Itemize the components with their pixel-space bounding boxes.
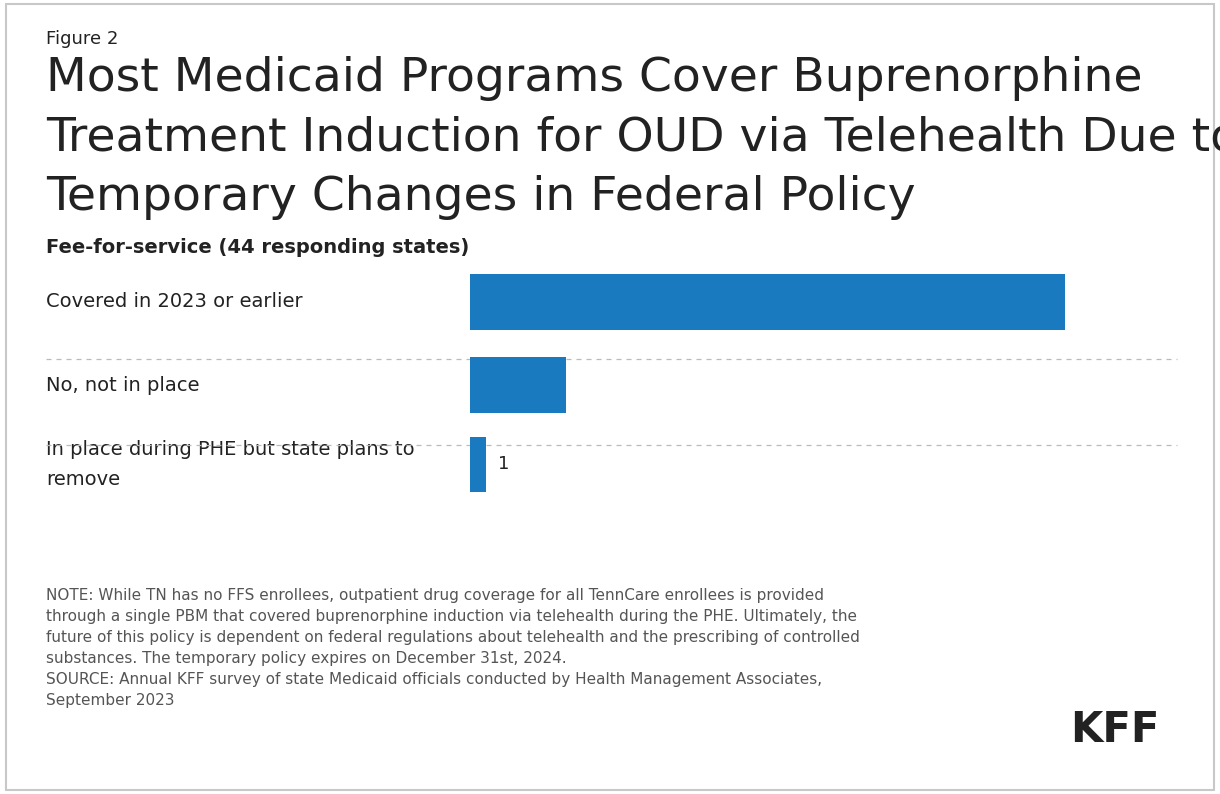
Text: KFF: KFF xyxy=(1070,710,1159,751)
Text: Covered in 2023 or earlier: Covered in 2023 or earlier xyxy=(46,292,303,311)
Text: Most Medicaid Programs Cover Buprenorphine: Most Medicaid Programs Cover Buprenorphi… xyxy=(46,56,1143,101)
Text: 1: 1 xyxy=(498,456,510,473)
Text: Temporary Changes in Federal Policy: Temporary Changes in Federal Policy xyxy=(46,175,916,220)
Text: Fee-for-service (44 responding states): Fee-for-service (44 responding states) xyxy=(46,238,470,257)
Text: 6: 6 xyxy=(484,376,495,394)
Text: In place during PHE but state plans to: In place during PHE but state plans to xyxy=(46,440,415,459)
Text: Figure 2: Figure 2 xyxy=(46,30,118,48)
Text: NOTE: While TN has no FFS enrollees, outpatient drug coverage for all TennCare e: NOTE: While TN has no FFS enrollees, out… xyxy=(46,588,860,707)
Text: remove: remove xyxy=(46,470,121,489)
Text: 37: 37 xyxy=(484,293,508,310)
Text: Treatment Induction for OUD via Telehealth Due to: Treatment Induction for OUD via Teleheal… xyxy=(46,115,1220,160)
Text: No, not in place: No, not in place xyxy=(46,376,200,395)
